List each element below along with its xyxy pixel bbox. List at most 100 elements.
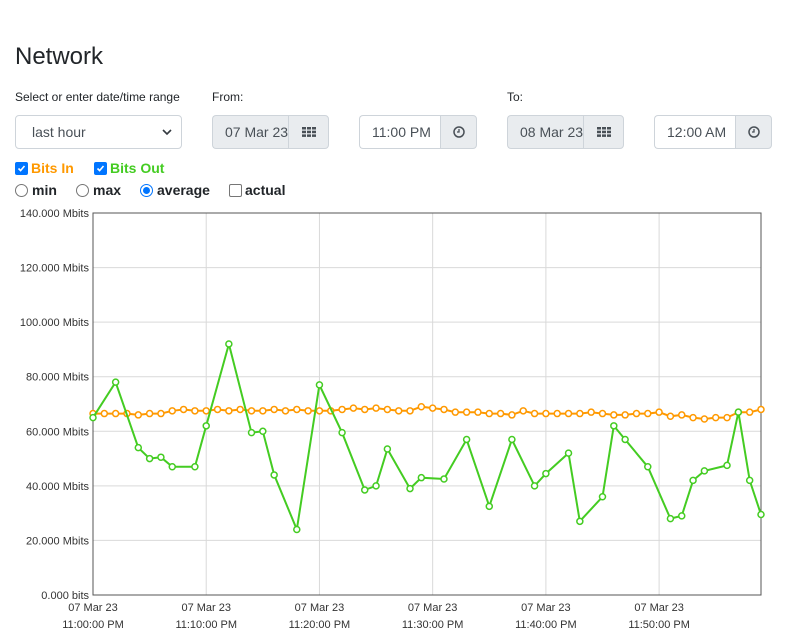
page-title: Network bbox=[15, 43, 104, 70]
from-time-group: 11:00 PM bbox=[359, 115, 477, 149]
from-date-picker-button[interactable] bbox=[288, 115, 329, 149]
x-tick-label: 11:40:00 PM bbox=[515, 619, 577, 631]
bits-in-point bbox=[553, 409, 561, 418]
bits-in-point bbox=[417, 402, 426, 411]
to-date-input[interactable]: 08 Mar 23 bbox=[507, 115, 583, 149]
y-tick-label: 100.000 Mbits bbox=[20, 317, 90, 329]
bits-in-point bbox=[530, 409, 539, 418]
bits-out-point bbox=[145, 454, 154, 463]
x-tick-label: 11:20:00 PM bbox=[289, 619, 351, 631]
bits-in-toggle[interactable]: Bits In bbox=[15, 160, 74, 176]
clock-icon bbox=[747, 126, 760, 138]
bits-in-point bbox=[576, 409, 584, 418]
x-tick-label: 07 Mar 23 bbox=[408, 602, 458, 614]
bits-out-toggle[interactable]: Bits Out bbox=[94, 160, 164, 176]
bits-in-point bbox=[587, 408, 595, 416]
bits-in-point bbox=[202, 407, 210, 415]
option-label: min bbox=[32, 182, 57, 198]
bits-in-point bbox=[655, 408, 663, 416]
bits-in-point bbox=[315, 407, 324, 415]
bits-out-point bbox=[666, 514, 675, 523]
bits-out-point bbox=[440, 475, 448, 483]
from-time-picker-button[interactable] bbox=[440, 115, 477, 149]
option-actual[interactable]: actual bbox=[229, 182, 285, 198]
bits-out-point bbox=[734, 408, 743, 416]
bits-in-point bbox=[372, 404, 380, 412]
network-chart: 0.000 bits 20.000 Mbits 40.000 Mbits 60.000… bbox=[20, 208, 765, 631]
x-tick-label: 07 Mar 23 bbox=[521, 602, 571, 614]
bits-in-checkbox[interactable] bbox=[15, 161, 28, 175]
option-label: max bbox=[93, 182, 122, 198]
bits-in-point bbox=[462, 408, 471, 416]
bits-in-point bbox=[145, 409, 154, 418]
bits-out-point bbox=[462, 435, 471, 444]
plot-area bbox=[93, 213, 761, 595]
bits-out-point bbox=[745, 476, 754, 485]
from-label: From: bbox=[212, 90, 244, 104]
option-min[interactable]: min bbox=[15, 182, 57, 198]
to-time-group: 12:00 AM bbox=[654, 115, 772, 149]
bits-out-point bbox=[598, 493, 607, 501]
option-max[interactable]: max bbox=[76, 182, 121, 198]
bits-out-point bbox=[576, 517, 584, 526]
y-tick-label: 0.000 bits bbox=[41, 590, 89, 602]
plot-border bbox=[92, 212, 762, 596]
x-tick-label: 11:30:00 PM bbox=[402, 619, 464, 631]
bits-in-point bbox=[213, 405, 222, 414]
y-tick-label: 140.000 Mbits bbox=[20, 208, 90, 220]
bits-in-point bbox=[157, 409, 165, 418]
bits-in-label: Bits In bbox=[31, 160, 74, 176]
bits-out-point bbox=[293, 525, 301, 534]
bits-in-point bbox=[621, 411, 629, 419]
bits-out-point bbox=[134, 443, 143, 452]
x-tick-label: 11:00:00 PM bbox=[62, 619, 124, 631]
bits-in-point bbox=[338, 405, 346, 414]
y-tick-label: 20.000 Mbits bbox=[26, 535, 89, 547]
calendar-grid-icon bbox=[301, 127, 316, 137]
bits-in-point bbox=[689, 413, 697, 422]
bits-out-point bbox=[338, 428, 346, 437]
bits-out-checkbox[interactable] bbox=[94, 161, 107, 175]
bits-out-point bbox=[700, 467, 709, 475]
bits-in-point bbox=[247, 407, 256, 415]
average-radio[interactable] bbox=[140, 183, 153, 197]
bits-out-point bbox=[406, 484, 414, 493]
to-time-input[interactable]: 12:00 AM bbox=[654, 115, 735, 149]
bits-out-point bbox=[202, 422, 210, 430]
bits-out-point bbox=[417, 473, 426, 482]
bits-in-point bbox=[723, 413, 731, 422]
max-radio[interactable] bbox=[76, 183, 89, 197]
bits-out-point bbox=[247, 428, 256, 437]
bits-in-point bbox=[598, 409, 607, 418]
checkmark-icon bbox=[17, 164, 26, 172]
range-select[interactable]: last hour bbox=[15, 115, 182, 149]
from-date-input[interactable]: 07 Mar 23 bbox=[212, 115, 288, 149]
to-date-group: 08 Mar 23 bbox=[507, 115, 624, 149]
to-label: To: bbox=[507, 90, 524, 104]
option-average[interactable]: average bbox=[140, 182, 210, 198]
checkmark-icon bbox=[96, 164, 105, 172]
bits-in-point bbox=[677, 411, 686, 419]
bits-out-point bbox=[157, 453, 165, 461]
bits-in-point bbox=[474, 408, 482, 416]
bits-in-point bbox=[100, 409, 109, 418]
range-label: Select or enter date/time range bbox=[15, 90, 180, 104]
to-date-picker-button[interactable] bbox=[583, 115, 624, 149]
bits-in-point bbox=[394, 407, 403, 415]
bits-out-point bbox=[225, 340, 233, 348]
bits-in-point bbox=[508, 411, 516, 419]
bits-out-point bbox=[723, 461, 731, 470]
bits-in-point bbox=[179, 405, 188, 414]
to-time-picker-button[interactable] bbox=[735, 115, 772, 149]
actual-checkbox[interactable] bbox=[229, 183, 242, 197]
bits-in-point bbox=[406, 407, 414, 415]
bits-in-point bbox=[134, 411, 143, 419]
y-tick-label: 120.000 Mbits bbox=[20, 263, 90, 275]
y-tick-label: 40.000 Mbits bbox=[26, 481, 89, 493]
bits-out-point bbox=[689, 476, 697, 485]
bits-in-point bbox=[111, 409, 120, 418]
min-radio[interactable] bbox=[15, 183, 28, 197]
y-tick-label: 80.000 Mbits bbox=[26, 372, 89, 384]
from-time-input[interactable]: 11:00 PM bbox=[359, 115, 440, 149]
y-tick-label: 60.000 Mbits bbox=[26, 426, 89, 438]
